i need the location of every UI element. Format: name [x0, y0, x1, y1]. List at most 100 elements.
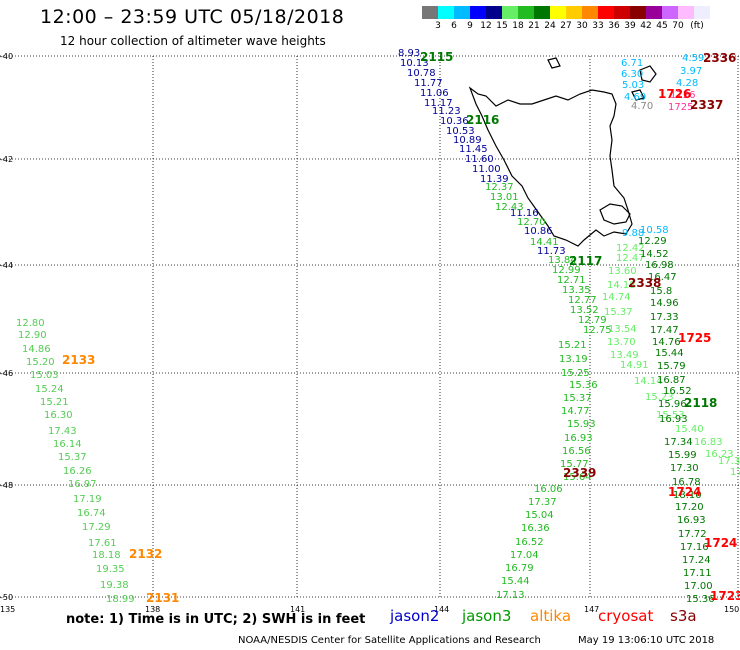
wave-height-value: 13.01 — [490, 192, 519, 203]
wave-height-value: 16.78 — [672, 477, 701, 488]
longitude-label: 144 — [434, 605, 449, 614]
wave-height-value: 15.96 — [658, 399, 687, 410]
wave-height-value: 15.21 — [558, 340, 587, 351]
wave-height-value: 15.21 — [40, 397, 69, 408]
wave-height-value: 14.86 — [22, 344, 51, 355]
wave-height-value: 16.30 — [44, 410, 73, 421]
wave-height-value: 8.93 — [398, 48, 420, 59]
pass-number: 2118 — [684, 396, 717, 410]
scale-swatch — [502, 6, 518, 19]
wave-height-value: 6.71 — [621, 58, 643, 69]
wave-height-value: 16.93 — [677, 515, 706, 526]
wave-height-value: 10.53 — [446, 126, 475, 137]
map-title: 12:00 – 23:59 UTC 05/18/2018 — [40, 6, 345, 28]
wave-height-value: 14.18 — [607, 280, 636, 291]
wave-height-value: 11.17 — [424, 98, 453, 109]
wave-height-value: 12.71 — [557, 275, 586, 286]
scale-label: 45 — [656, 21, 668, 31]
wave-height-value: 12.99 — [552, 265, 581, 276]
wave-height-value: 13.54 — [608, 324, 637, 335]
scale-swatch — [566, 6, 582, 19]
wave-height-value: 16.56 — [562, 446, 591, 457]
wave-height-value: 11.73 — [537, 246, 566, 257]
scale-label: (ft) — [690, 21, 704, 31]
scale-swatch — [518, 6, 534, 19]
latitude-label: -48 — [0, 481, 13, 490]
wave-height-value: 11.16 — [510, 208, 539, 219]
scale-swatch — [646, 6, 662, 19]
wave-height-value: 11.23 — [432, 106, 461, 117]
wave-height-value: 15.04 — [525, 510, 554, 521]
wave-height-value: 17.72 — [678, 529, 707, 540]
tasmania-coastline — [468, 57, 657, 247]
wave-height-value: 15.37 — [604, 307, 633, 318]
wave-height-value: 15.37 — [563, 393, 592, 404]
pass-number: 2339 — [563, 466, 596, 480]
wave-height-value: 12.77 — [568, 295, 597, 306]
wave-height-value: 17.16 — [680, 542, 709, 553]
wave-height-value: 15.93 — [567, 419, 596, 430]
wave-height-value: 4.69 — [624, 92, 646, 103]
pass-number: 2131 — [146, 591, 179, 605]
wave-height-value: 13.70 — [607, 337, 636, 348]
scale-label: 33 — [592, 21, 604, 31]
wave-height-value: 12.75 — [583, 325, 612, 336]
wave-height-value: 15.44 — [655, 348, 684, 359]
wave-height-value: 14.76 — [652, 337, 681, 348]
credit-line: NOAA/NESDIS Center for Satellite Applica… — [238, 635, 541, 646]
wave-height-value: 15.20 — [26, 357, 55, 368]
wave-height-value: 12.79 — [578, 315, 607, 326]
wave-height-value: 18.99 — [106, 594, 135, 605]
wave-height-value: 14.41 — [530, 237, 559, 248]
credit-timestamp: May 19 13:06:10 UTC 2018 — [578, 635, 715, 646]
wave-height-value: 15.36 — [569, 380, 598, 391]
wave-height-value: 12.43 — [495, 202, 524, 213]
scale-swatch — [582, 6, 598, 19]
pass-number: 2338 — [628, 276, 661, 290]
wave-height-value: 16.06 — [534, 484, 563, 495]
wave-height-value: 17.04 — [510, 550, 539, 561]
pass-number: 2337 — [690, 98, 723, 112]
wave-height-value: 18.18 — [92, 550, 121, 561]
footer-note: note: 1) Time is in UTC; 2) SWH is in fe… — [66, 612, 366, 627]
wave-height-scale-labels: 3 6 9 12 15 18 21 24 27 30 33 36 39 42 45 70 (ft) — [422, 21, 708, 31]
satellite-legend-item: jason2 — [390, 607, 440, 625]
scale-swatch — [454, 6, 470, 19]
longitude-label: 147 — [584, 605, 599, 614]
wave-height-value: 17.13 — [496, 590, 525, 601]
scale-label: 42 — [640, 21, 652, 31]
wave-height-value: 15.8 — [650, 286, 672, 297]
scale-label: 27 — [560, 21, 572, 31]
wave-height-value: 9.88 — [622, 228, 644, 239]
scale-label: 36 — [608, 21, 620, 31]
wave-height-value: 16.52 — [515, 537, 544, 548]
wave-height-value: 11.45 — [459, 144, 488, 155]
latitude-label: -44 — [0, 261, 13, 270]
wave-height-value: 16.79 — [505, 563, 534, 574]
wave-height-value: 17.37 — [528, 497, 557, 508]
wave-height-value: 19.38 — [100, 580, 129, 591]
longitude-labels: 135 138 141 144 147 150 — [0, 605, 739, 614]
wave-height-value: 3.97 — [680, 66, 702, 77]
pass-number: 2116 — [466, 113, 499, 127]
wave-height-value: 17.29 — [82, 522, 111, 533]
wave-height-value: 10.86 — [524, 226, 553, 237]
wave-height-value: 12.70 — [517, 217, 546, 228]
pass-number: 2132 — [129, 547, 162, 561]
wave-height-value: 11.06 — [420, 88, 449, 99]
wave-height-value: 12.29 — [638, 236, 667, 247]
pass-number: 2117 — [569, 254, 602, 268]
wave-height-value: 15.24 — [35, 384, 64, 395]
wave-height-value: 15.03 — [30, 370, 59, 381]
pass-number: 1724 — [704, 536, 737, 550]
pass-number: 2133 — [62, 353, 95, 367]
longitude-label: 141 — [290, 605, 305, 614]
scale-swatch — [630, 6, 646, 19]
pass-number: 2115 — [420, 50, 453, 64]
scale-label: 15 — [496, 21, 508, 31]
wave-height-value: 1725 — [668, 102, 693, 113]
scale-swatch — [422, 6, 438, 19]
wave-height-value: 14.77 — [561, 406, 590, 417]
scale-swatch — [694, 6, 710, 19]
